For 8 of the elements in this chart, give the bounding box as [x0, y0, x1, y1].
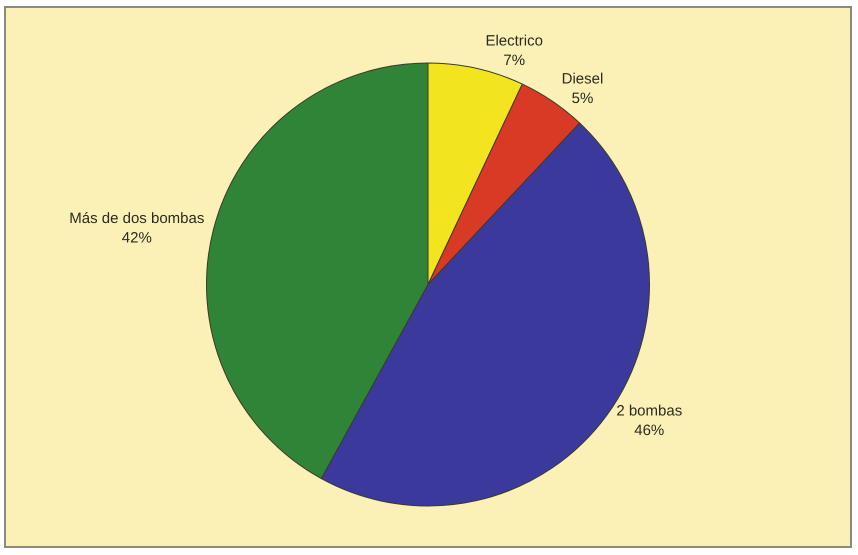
slice-label: 2 bombas [616, 402, 682, 420]
data-label: 46% [634, 422, 664, 440]
slice-label: Más de dos bombas [69, 210, 204, 228]
slice-label: Electrico [485, 32, 543, 50]
data-label: 42% [122, 230, 152, 247]
data-label: 7% [503, 52, 526, 70]
data-label: 5% [572, 90, 594, 108]
slice-label: Diesel [562, 70, 604, 88]
